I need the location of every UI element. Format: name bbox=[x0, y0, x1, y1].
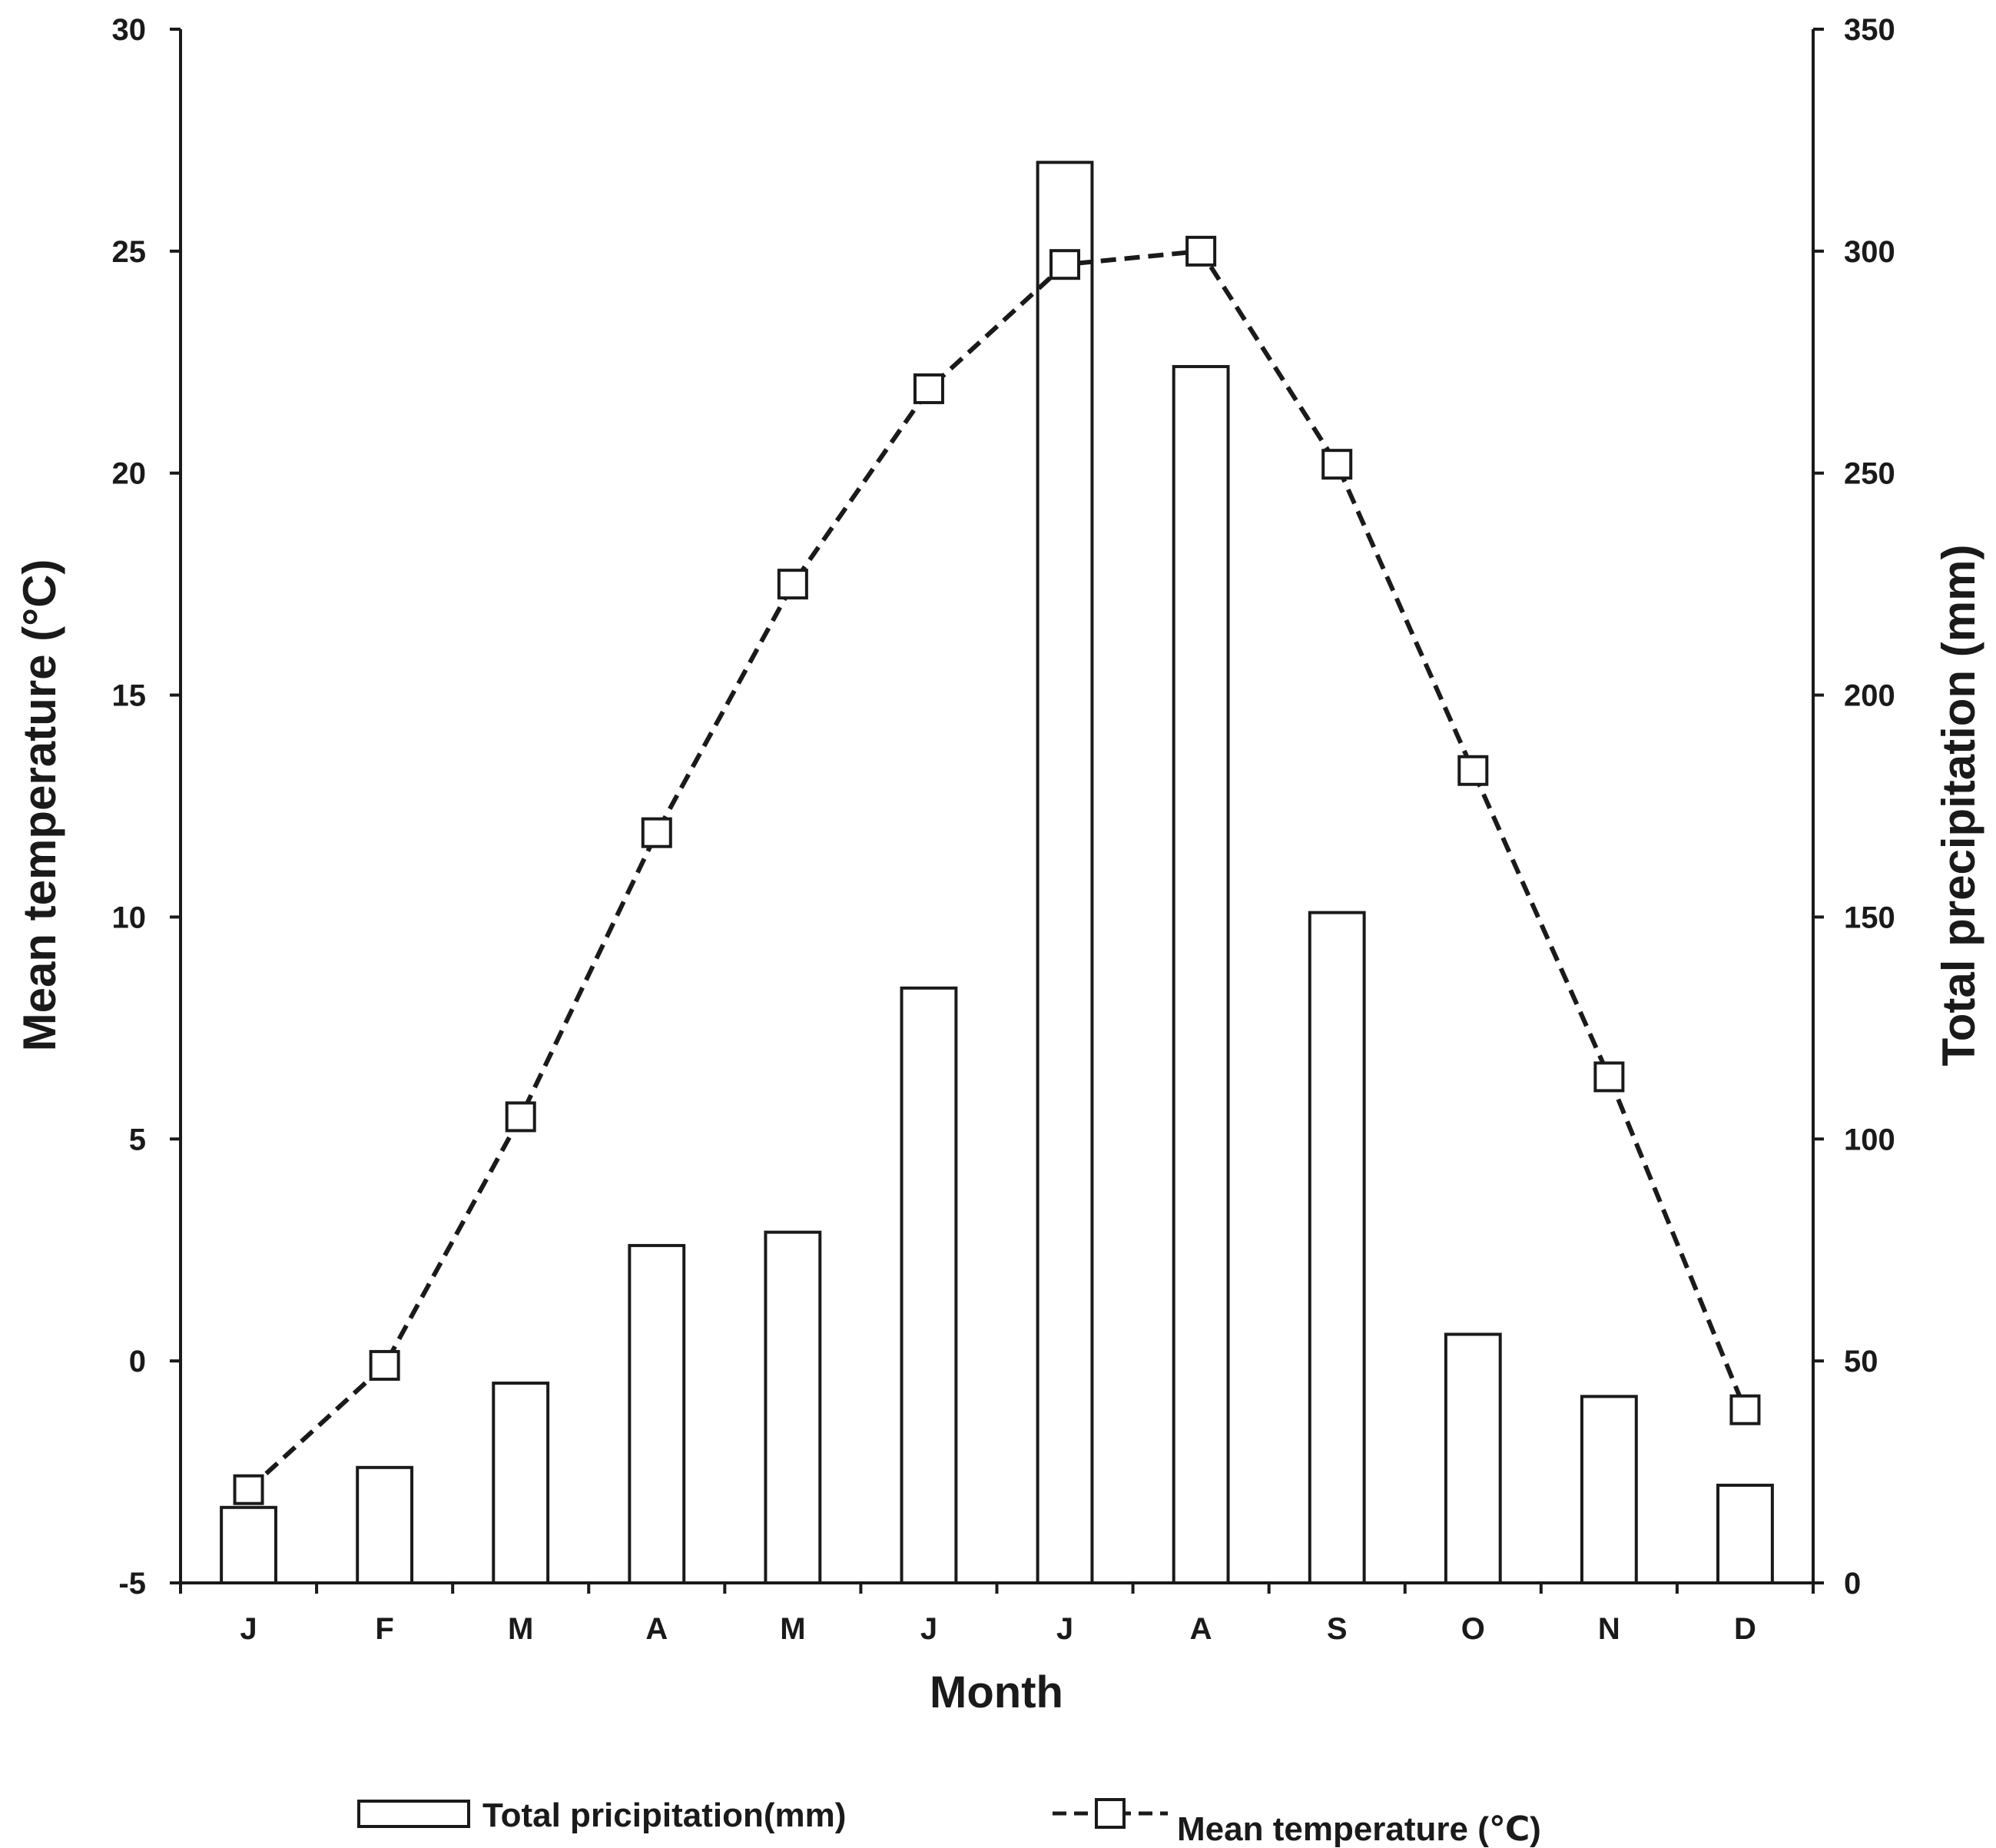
legend-swatch-precipitation bbox=[357, 1800, 470, 1828]
left-tick-label: 15 bbox=[112, 679, 147, 713]
precipitation-bar bbox=[1172, 365, 1230, 1584]
precipitation-bar bbox=[1444, 1332, 1502, 1584]
precipitation-bar bbox=[764, 1230, 822, 1584]
precipitation-bar bbox=[492, 1382, 550, 1584]
right-tick-label: 0 bbox=[1844, 1567, 1861, 1601]
precipitation-bars bbox=[220, 161, 1774, 1585]
temperature-marker bbox=[777, 569, 808, 600]
right-y-ticks: 0 50 100 150 200 250 300 350 bbox=[1813, 13, 1895, 1601]
right-y-axis-title: Total precipitation (mm) bbox=[1933, 545, 1984, 1067]
temperature-marker bbox=[1729, 1394, 1761, 1425]
left-tick-label: 20 bbox=[112, 457, 147, 491]
x-tick-label: A bbox=[1190, 1612, 1212, 1646]
right-tick-label: 250 bbox=[1844, 457, 1895, 491]
right-tick-label: 50 bbox=[1844, 1345, 1878, 1379]
temperature-marker bbox=[1321, 449, 1353, 480]
temperature-marker bbox=[505, 1101, 536, 1133]
temperature-marker bbox=[913, 373, 944, 404]
left-tick-label: 5 bbox=[129, 1123, 146, 1156]
left-tick-label: 10 bbox=[112, 901, 147, 934]
axes bbox=[179, 29, 1815, 1584]
x-axis-title: Month bbox=[930, 1667, 1063, 1717]
temperature-line bbox=[247, 248, 1748, 1491]
temperature-marker bbox=[369, 1349, 400, 1381]
left-tick-label: 25 bbox=[112, 235, 147, 269]
left-y-ticks: -5 0 5 10 15 20 25 30 bbox=[112, 13, 181, 1601]
legend-marker-temperature bbox=[1095, 1798, 1126, 1829]
x-tick-label: M bbox=[508, 1612, 533, 1646]
x-tick-label: N bbox=[1598, 1612, 1620, 1646]
left-tick-label: 0 bbox=[129, 1345, 146, 1379]
legend-label-precipitation: Total pricipitation(mm) bbox=[482, 1797, 846, 1834]
legend-label-temperature: Mean temperature (℃) bbox=[1177, 1810, 1541, 1848]
x-tick-label: J bbox=[1056, 1612, 1073, 1646]
right-tick-label: 100 bbox=[1844, 1123, 1895, 1156]
left-tick-label: -5 bbox=[118, 1567, 146, 1601]
legend: Total pricipitation(mm) Mean temperature… bbox=[357, 1797, 1541, 1848]
precipitation-bar bbox=[220, 1505, 277, 1584]
x-tick-label: O bbox=[1461, 1612, 1485, 1646]
left-y-axis-title: Mean temperature (°C) bbox=[14, 559, 65, 1052]
x-tick-label: S bbox=[1327, 1612, 1348, 1646]
right-tick-label: 200 bbox=[1844, 679, 1895, 713]
precipitation-bar bbox=[1308, 911, 1366, 1585]
precipitation-bar bbox=[1580, 1395, 1638, 1584]
precipitation-bar bbox=[1036, 161, 1094, 1584]
x-tick-label: J bbox=[920, 1612, 937, 1646]
precipitation-bar bbox=[900, 986, 958, 1585]
temperature-marker bbox=[1185, 235, 1217, 267]
right-tick-label: 350 bbox=[1844, 13, 1895, 47]
temperature-marker bbox=[641, 817, 672, 848]
temperature-marker bbox=[233, 1474, 264, 1505]
temperature-marker bbox=[1593, 1061, 1625, 1093]
temperature-marker bbox=[1457, 755, 1489, 786]
right-tick-label: 150 bbox=[1844, 901, 1895, 934]
x-tick-label: A bbox=[645, 1612, 668, 1646]
precipitation-bar bbox=[356, 1465, 414, 1585]
precipitation-bar bbox=[1716, 1483, 1774, 1584]
precipitation-bar bbox=[628, 1243, 686, 1584]
x-tick-label: J bbox=[240, 1612, 257, 1646]
x-tick-label: M bbox=[780, 1612, 805, 1646]
right-tick-label: 300 bbox=[1844, 235, 1895, 269]
temperature-series bbox=[233, 235, 1761, 1505]
x-tick-label: F bbox=[375, 1612, 393, 1646]
x-tick-label: D bbox=[1734, 1612, 1756, 1646]
left-tick-label: 30 bbox=[112, 13, 147, 47]
temperature-marker bbox=[1049, 249, 1081, 280]
